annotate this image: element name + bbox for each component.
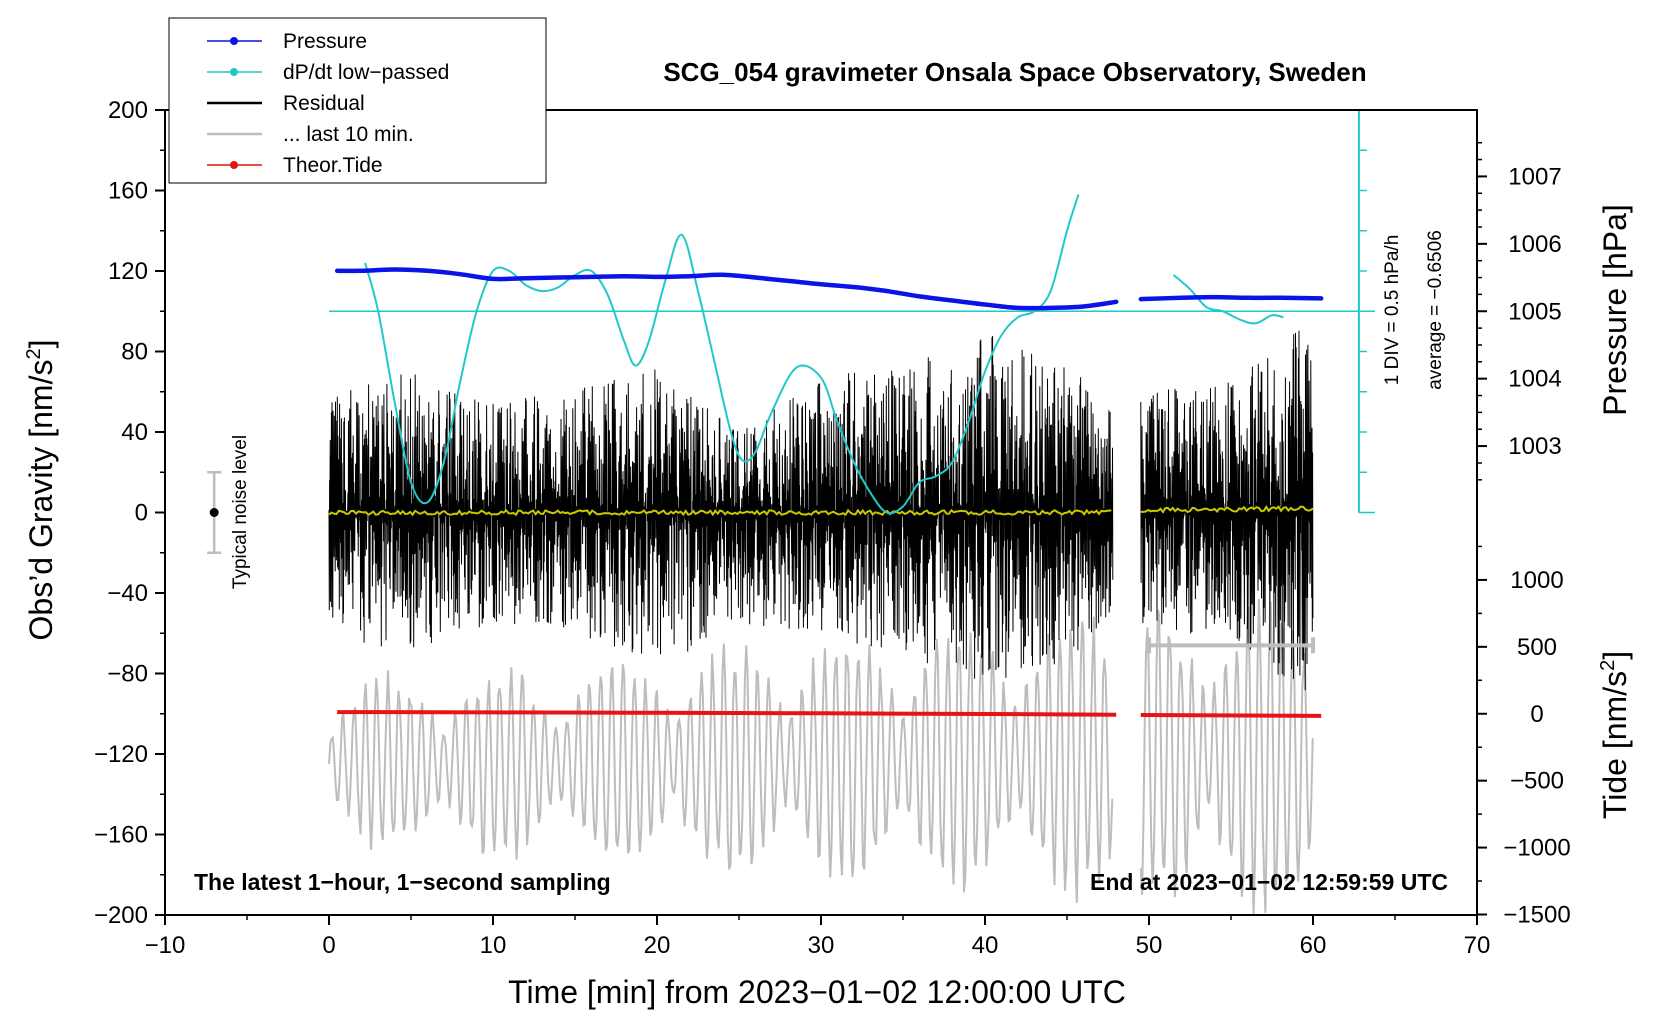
tide-tick-label: 0 [1530,701,1543,728]
pressure-tick-label: 1006 [1508,231,1561,258]
x-tick-label: −10 [145,932,186,959]
tide-tick-label: 1000 [1510,567,1563,594]
sampling-note: The latest 1−hour, 1−second sampling [194,869,611,895]
tide-axis-label-text: Tide [nm/s [1597,671,1633,819]
residual-line-1 [328,335,1114,679]
chart-data-layer [207,109,1375,916]
legend-marker [230,68,238,76]
pressure-line-2 [1138,294,1324,302]
tide-line-2 [1140,713,1322,718]
residual-lowpass-line-2 [1140,505,1314,514]
x-tick-label: 20 [644,932,671,959]
pressure-line-1 [334,267,1119,311]
chart-axes-layer: −10 0 10 20 30 40 50 60 70 200 160 120 80 40 0 −40 −80 −1… [94,97,1571,959]
y-tick-label: 120 [108,258,148,285]
pressure-tick-label: 1003 [1508,433,1561,460]
pressure-tick-label: 1007 [1508,163,1561,190]
x-axis-label: Time [min] from 2023−01−02 12:00:00 UTC [508,974,1126,1010]
residual-line-2 [1140,330,1314,691]
y-axis-label-sup: 2 [23,348,45,359]
x-tick-label: 10 [480,932,507,959]
tide-tick-label: −1500 [1503,901,1570,928]
tide-axis-label: Tide [nm/s2] [1597,651,1633,819]
tide-tick-label: 500 [1517,634,1557,661]
dpdt-line-2 [1172,274,1284,325]
chart-title: SCG_054 gravimeter Onsala Space Observat… [663,57,1366,87]
y-tick-label: 160 [108,178,148,205]
pressure-axis-label: Pressure [hPa] [1597,204,1633,416]
y-tick-label: −200 [94,902,148,929]
average-label: average = −0.6506 [1425,230,1446,390]
pressure-tick-label: 1005 [1508,298,1561,325]
div-scale-label: 1 DIV = 0.5 hPa/h [1382,235,1403,386]
last-10-min-line-seg2 [1139,598,1314,916]
noise-level-dot [209,508,219,517]
y-axis-label-text: Obs’d Gravity [nm/s [23,360,59,641]
y-tick-label: −40 [107,580,148,607]
legend-box [168,17,547,184]
y-tick-label: −120 [94,741,148,768]
x-tick-label: 60 [1300,932,1327,959]
y-tick-label: −80 [107,661,148,688]
y-axis-label-close: ] [23,340,59,349]
end-time-note: End at 2023−01−02 12:59:59 UTC [1090,869,1448,895]
y-tick-label: 40 [121,419,148,446]
noise-level-label: Typical noise level [230,435,251,589]
legend-marker [230,161,238,169]
x-tick-label: 30 [808,932,835,959]
last-10-min-line-seg1 [328,616,1114,903]
y-tick-label: −160 [94,822,148,849]
legend-label: Theor.Tide [283,154,383,177]
dpdt-line-1 [364,194,1080,515]
x-tick-label: 70 [1464,932,1491,959]
pressure-tick-label: 1004 [1508,366,1561,393]
y-tick-label: 0 [135,500,148,527]
legend-label: Residual [283,92,365,115]
tide-line-1 [337,710,1117,717]
tide-tick-label: −500 [1510,768,1564,795]
y-tick-label: 200 [108,97,148,124]
legend: Pressure dP/dt low−passed Residual ... last… [168,17,547,184]
legend-label: ... last 10 min. [283,123,414,146]
tide-axis-label-sup: 2 [1597,660,1619,671]
legend-label: Pressure [283,30,367,53]
x-tick-label: 50 [1136,932,1163,959]
legend-label: dP/dt low−passed [283,61,449,84]
y-axis-label: Obs’d Gravity [nm/s2] [23,340,59,641]
y-tick-label: 80 [121,339,148,366]
x-tick-label: 0 [322,932,335,959]
x-tick-label: 40 [972,932,999,959]
residual-lowpass-line-1 [328,508,1112,517]
legend-marker [230,37,238,45]
tide-axis-label-close: ] [1597,651,1633,660]
tide-tick-label: −1000 [1503,835,1570,862]
